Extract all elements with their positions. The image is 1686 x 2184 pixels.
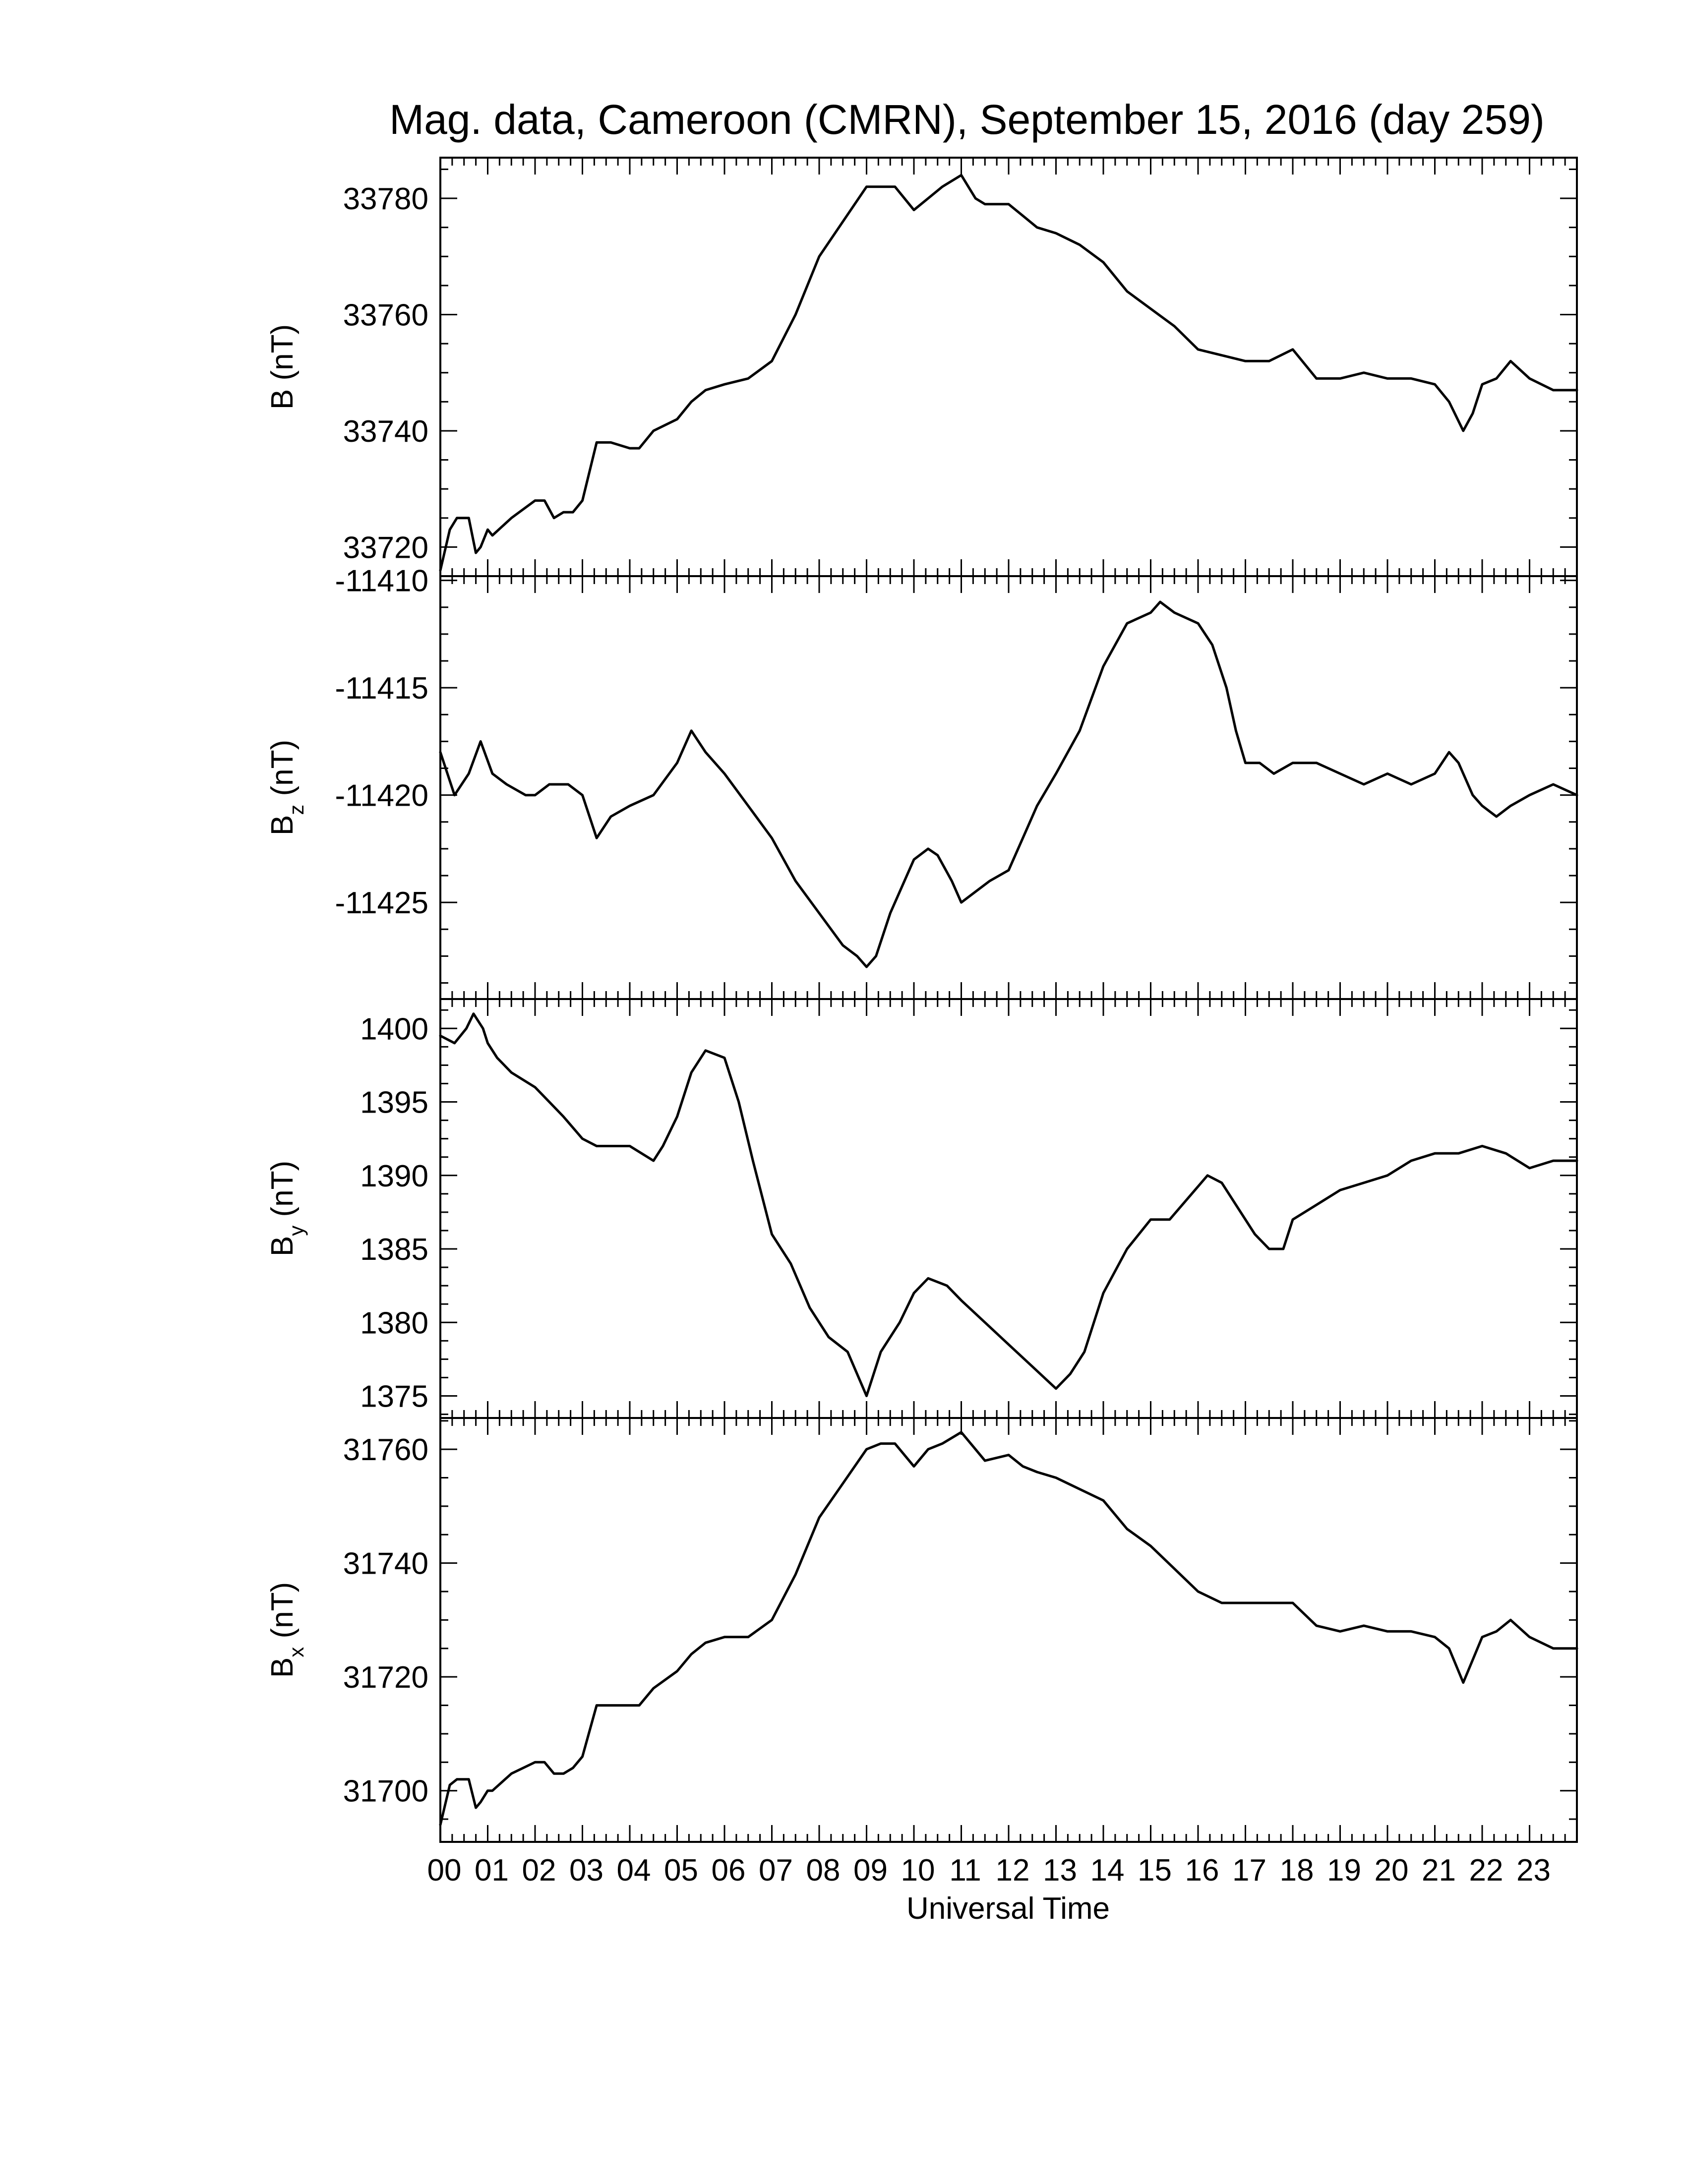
y-tick-label-Bz: -11425: [335, 886, 428, 920]
series-line-Bz: [439, 600, 1578, 968]
x-tick-label: 14: [1090, 1853, 1125, 1888]
series-line-Bx: [439, 1431, 1578, 1827]
panel-Bz: -11410 -11415 -11420 -11425 Bz (nT): [265, 564, 1578, 1000]
x-tick-label: 15: [1138, 1853, 1172, 1888]
y-axis-label-main-Bx: B: [265, 1657, 300, 1678]
chart-title: Mag. data, Cameroon (CMRN), September 15…: [389, 96, 1545, 143]
x-tick-label: 22: [1469, 1853, 1504, 1888]
x-axis-label: Universal Time: [906, 1891, 1110, 1926]
y-axis-label-unit-Bx: (nT): [265, 1582, 300, 1647]
y-axis-label-main-By: B: [265, 1236, 300, 1256]
x-tick-label: 08: [806, 1853, 841, 1888]
x-tick-label: 10: [901, 1853, 935, 1888]
panel-frame-Bx: [439, 1417, 1578, 1843]
y-axis-label-sub-By: y: [285, 1226, 308, 1236]
y-tick-label-B: 33760: [343, 298, 428, 333]
y-tick-label-By: 1380: [360, 1306, 428, 1340]
series-line-By: [439, 1012, 1578, 1397]
y-tick-label-Bz: -11420: [335, 779, 428, 813]
y-axis-label-sub-Bz: z: [285, 805, 308, 815]
x-tick-label: 21: [1422, 1853, 1456, 1888]
x-tick-label: 09: [853, 1853, 888, 1888]
panel-frame-By: [439, 998, 1578, 1419]
y-axis-label-Bx: Bx (nT): [265, 1582, 308, 1678]
y-axis-label-unit-Bz: (nT): [265, 740, 300, 805]
y-tick-label-By: 1385: [360, 1233, 428, 1267]
y-tick-label-Bx: 31760: [343, 1433, 428, 1467]
x-tick-label: 23: [1516, 1853, 1551, 1888]
panel-frame-B: [439, 157, 1578, 577]
x-tick-label: 07: [759, 1853, 793, 1888]
y-axis-label-sub-Bx: x: [285, 1647, 308, 1657]
panel-B: 33720 33740 33760 33780 B (nT): [265, 157, 1578, 577]
x-tick-label: 17: [1232, 1853, 1266, 1888]
y-axis-label-main-Bz: B: [265, 815, 300, 835]
y-axis-label-unit-By: (nT): [265, 1161, 300, 1226]
series-line-B: [439, 174, 1578, 572]
x-tick-label: 00: [427, 1853, 462, 1888]
y-axis-label-main-B: B: [265, 389, 300, 410]
y-tick-label-By: 1375: [360, 1380, 428, 1414]
y-tick-label-Bz: -11410: [335, 564, 428, 598]
x-tick-label: 13: [1043, 1853, 1077, 1888]
x-tick-label: 20: [1375, 1853, 1409, 1888]
x-tick-label: 02: [522, 1853, 556, 1888]
y-tick-label-Bz: -11415: [335, 671, 428, 706]
y-tick-label-By: 1395: [360, 1086, 428, 1120]
x-tick-label: 03: [569, 1853, 603, 1888]
x-tick-label: 04: [617, 1853, 651, 1888]
x-tick-label: 16: [1185, 1853, 1219, 1888]
panel-By: 1400 1395 1390 1385 1380 1375 By (nT): [265, 998, 1578, 1419]
y-tick-label-B: 33780: [343, 182, 428, 216]
y-tick-label-Bx: 31720: [343, 1660, 428, 1695]
y-axis-label-unit-B: (nT): [265, 324, 300, 389]
y-tick-label-Bx: 31740: [343, 1547, 428, 1581]
y-tick-label-B: 33720: [343, 531, 428, 565]
panel-frame-Bz: [439, 575, 1578, 1000]
x-tick-label: 18: [1280, 1853, 1314, 1888]
y-tick-label-Bx: 31700: [343, 1774, 428, 1809]
x-axis: 00 01 02 03 04 05 06 07 08 09 10 11 12 13 14 15 16 17 18 19…: [427, 1853, 1551, 1888]
x-tick-label: 06: [712, 1853, 746, 1888]
x-tick-label: 19: [1327, 1853, 1361, 1888]
x-tick-label: 12: [996, 1853, 1030, 1888]
y-tick-label-By: 1400: [360, 1012, 428, 1046]
y-tick-label-B: 33740: [343, 414, 428, 449]
y-axis-label-Bz: Bz (nT): [265, 740, 308, 835]
x-tick-label: 01: [475, 1853, 509, 1888]
y-tick-label-By: 1390: [360, 1159, 428, 1193]
x-tick-label: 11: [949, 1853, 981, 1888]
panel-Bx: 31700 31720 31740 31760 Bx (nT): [265, 1417, 1578, 1843]
y-axis-label-By: By (nT): [265, 1161, 308, 1256]
y-axis-label-B: B (nT): [265, 324, 300, 410]
x-tick-label: 05: [664, 1853, 698, 1888]
